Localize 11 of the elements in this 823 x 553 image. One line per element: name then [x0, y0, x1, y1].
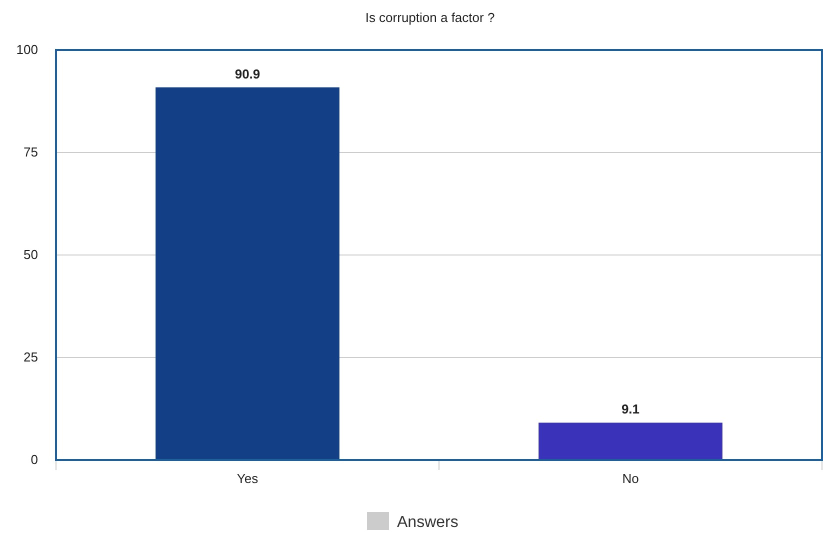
y-tick-label: 0 — [30, 452, 38, 468]
y-tick-label: 100 — [16, 42, 38, 58]
data-label: 9.1 — [621, 402, 640, 417]
x-tick-label: No — [622, 471, 639, 486]
chart-title: Is corruption a factor ? — [365, 10, 495, 25]
y-tick-label: 75 — [24, 144, 38, 160]
x-tick-label: Yes — [236, 471, 259, 486]
y-tick-label: 50 — [24, 247, 38, 262]
y-tick-label: 25 — [24, 350, 38, 365]
text: Answers — [397, 514, 458, 531]
data-label: 90.9 — [234, 66, 260, 82]
